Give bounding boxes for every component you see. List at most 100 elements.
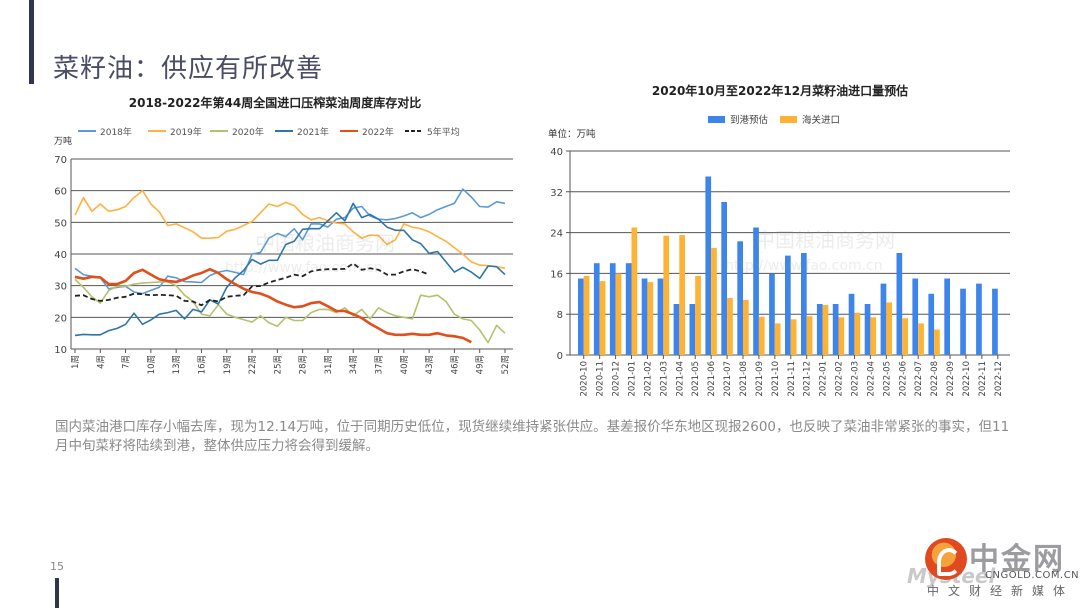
bar-到港预估-2022-07 xyxy=(912,278,919,355)
legend-item: 2020年 xyxy=(210,126,264,138)
bar-chart-xtick-label: 2022-06 xyxy=(898,361,908,397)
bar-到港预估-2022-08 xyxy=(928,293,935,355)
bar-chart-xtick-label: 2020-12 xyxy=(612,361,622,397)
watermark-url: http://www.fao.com.cn xyxy=(225,260,383,276)
bar-chart-xtick-label: 2021-05 xyxy=(691,361,701,397)
legend-item: 到港预估 xyxy=(708,114,769,126)
body-paragraph: 国内菜油港口库存小幅去库，现为12.14万吨，位于同期历史低位，现货继续维持紧张… xyxy=(55,419,1010,454)
title-accent-bar xyxy=(29,0,34,84)
bar-chart-ytick-label: 8 xyxy=(557,310,563,321)
line-chart-xtick-label: 43周 xyxy=(425,355,435,374)
bar-chart-ytick-label: 24 xyxy=(550,229,563,240)
cngold-logo: Mysteel 中金网 CNGOLD.COM.CN 中文财经新媒体 xyxy=(905,530,1080,608)
bar-到港预估-2022-10 xyxy=(960,288,966,355)
bar-海关进口-2022-05 xyxy=(886,302,892,355)
legend-label: 2018年 xyxy=(100,126,132,138)
bar-海关进口-2021-05 xyxy=(695,275,701,355)
legend-item: 2021年 xyxy=(275,126,329,138)
bar-到港预估-2021-12 xyxy=(801,253,807,355)
bar-海关进口-2020-10 xyxy=(583,275,590,355)
bar-chart-xtick-label: 2022-05 xyxy=(882,361,892,397)
bar-海关进口-2021-02 xyxy=(647,282,654,355)
legend-label: 5年平均 xyxy=(427,126,460,138)
bar-chart-xtick-label: 2022-09 xyxy=(946,361,956,397)
bar-chart-xtick-label: 2021-07 xyxy=(723,361,733,397)
legend-label: 海关进口 xyxy=(802,114,840,126)
line-chart-ytick-label: 60 xyxy=(54,187,67,198)
logo-domain: CNGOLD.COM.CN xyxy=(985,570,1080,581)
line-chart-xtick-label: 7周 xyxy=(122,355,132,369)
bar-chart-xtick-label: 2021-04 xyxy=(675,361,685,397)
line-chart-xtick-label: 19周 xyxy=(223,355,233,374)
watermark-name: 中国粮油商务网 xyxy=(755,228,895,252)
line-series-2018年 xyxy=(74,188,506,295)
line-chart-xtick-label: 13周 xyxy=(172,355,182,374)
bar-到港预估-2021-07 xyxy=(721,202,727,355)
line-chart-xtick-label: 40周 xyxy=(400,355,410,374)
bar-chart-xtick-label: 2022-02 xyxy=(835,361,845,397)
watermark-name: 中国粮油商务网 xyxy=(255,231,395,255)
line-chart-title: 2018-2022年第44周全国进口压榨菜油周度库存对比 xyxy=(129,95,421,110)
bar-到港预估-2022-05 xyxy=(880,283,887,355)
bar-海关进口-2022-04 xyxy=(870,317,877,355)
bar-chart-xtick-label: 2021-08 xyxy=(739,361,749,397)
line-chart-ytick-label: 70 xyxy=(54,155,67,166)
line-chart-xtick-label: 34周 xyxy=(349,355,359,374)
line-chart-ytick-label: 20 xyxy=(54,313,67,324)
bar-海关进口-2021-07 xyxy=(727,297,733,355)
line-chart-xtick-label: 37周 xyxy=(375,355,385,374)
bar-chart-ytick-label: 32 xyxy=(550,188,563,199)
line-chart-xtick-label: 31周 xyxy=(324,355,334,374)
legend-label: 2022年 xyxy=(362,126,394,138)
line-series-2022年 xyxy=(74,267,472,344)
page-number: 15 xyxy=(50,560,64,573)
bar-chart-xtick-label: 2021-11 xyxy=(787,361,797,397)
line-chart-xtick-label: 49周 xyxy=(476,355,486,374)
bar-到港预估-2022-04 xyxy=(864,304,871,355)
bar-海关进口-2021-10 xyxy=(774,323,781,355)
bar-海关进口-2021-08 xyxy=(743,299,749,355)
bar-到港预估-2022-02 xyxy=(832,304,839,355)
bar-海关进口-2022-01 xyxy=(822,305,829,355)
bar-chart-ytick-label: 16 xyxy=(550,269,563,280)
bar-chart-legend: 到港预估 海关进口 xyxy=(708,114,840,126)
bar-chart-xtick-label: 2022-11 xyxy=(978,361,988,397)
bar-海关进口-2020-12 xyxy=(615,273,622,355)
bar-到港预估-2021-04 xyxy=(673,304,680,355)
bar-到港预估-2022-03 xyxy=(848,293,855,355)
bar-chart-xtick-label: 2022-04 xyxy=(866,361,876,397)
line-chart-xtick-label: 22周 xyxy=(248,355,258,374)
bar-chart-xtick-label: 2022-01 xyxy=(819,361,829,397)
bar-海关进口-2022-07 xyxy=(918,323,924,355)
bar-到港预估-2020-10 xyxy=(578,278,584,355)
watermark: 中国粮油商务网 http://www.fao.com.cn xyxy=(725,228,895,274)
bar-到港预估-2021-05 xyxy=(689,304,696,355)
line-chart-xtick-label: 1周 xyxy=(71,355,81,369)
bar-chart-xtick-label: 2021-09 xyxy=(755,361,765,397)
bar-chart-title: 2020年10月至2022年12月菜籽油进口量预估 xyxy=(652,83,908,98)
legend-label: 2020年 xyxy=(232,126,264,138)
legend-item: 2018年 xyxy=(78,126,132,138)
bar-chart-xtick-label: 2021-06 xyxy=(707,361,717,397)
bar-海关进口-2022-02 xyxy=(838,317,845,355)
line-chart-xtick-label: 25周 xyxy=(273,355,283,374)
bar-chart-xtick-label: 2020-10 xyxy=(580,361,590,397)
watermark-url: http://www.fao.com.cn xyxy=(725,258,883,274)
watermark: 中国粮油商务网 http://www.fao.com.cn xyxy=(225,231,395,276)
bar-到港预估-2021-08 xyxy=(737,241,743,355)
bar-chart-xtick-label: 2022-03 xyxy=(850,361,860,397)
bar-到港预估-2022-09 xyxy=(944,278,950,355)
bar-chart-xtick-label: 2021-03 xyxy=(659,361,669,397)
bar-到港预估-2020-12 xyxy=(609,263,616,355)
legend-item: 5年平均 xyxy=(405,126,460,138)
bar-chart-xtick-label: 2022-08 xyxy=(930,361,940,397)
bar-chart-ytick-label: 40 xyxy=(550,147,563,158)
line-series-2020年 xyxy=(74,278,506,344)
bar-到港预估-2022-12 xyxy=(992,288,998,355)
logo-slogan: 中文财经新媒体 xyxy=(927,584,1075,598)
bar-chart-xtick-label: 2022-12 xyxy=(994,361,1004,397)
line-chart-xtick-label: 16周 xyxy=(197,355,207,374)
legend-swatch xyxy=(780,116,797,123)
inventory-line-chart: 2018-2022年第44周全国进口压榨菜油周度库存对比 万吨 2018年 201… xyxy=(54,95,513,374)
bar-到港预估-2021-01 xyxy=(625,263,632,355)
